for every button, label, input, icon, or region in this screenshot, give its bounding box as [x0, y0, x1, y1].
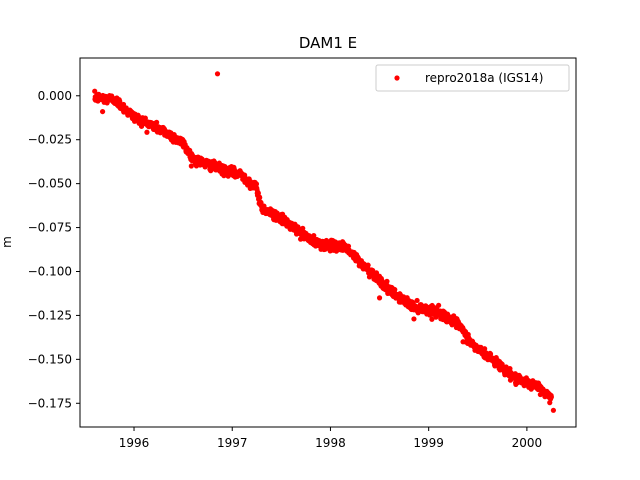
data-point [460, 339, 466, 345]
data-point [99, 108, 106, 115]
data-point [384, 278, 390, 284]
legend-marker [394, 75, 400, 81]
x-axis-ticks: 1996 1997 1998 1999 2000 [119, 427, 542, 450]
x-tick-label: 1996 [119, 436, 150, 450]
data-point [142, 115, 148, 121]
plot-frame [79, 57, 577, 428]
data-point [429, 316, 435, 322]
data-point [311, 233, 317, 239]
data-point [144, 129, 150, 135]
data-point [482, 346, 488, 352]
data-point [257, 194, 263, 201]
y-tick-label: −0.150 [28, 352, 72, 366]
x-tick-label: 1998 [315, 436, 346, 450]
data-point [214, 71, 221, 77]
data-point [550, 407, 557, 413]
y-axis-ticks: 0.000 −0.025 −0.050 −0.075 −0.100 −0.125 −0.15… [28, 89, 80, 410]
data-point [548, 394, 554, 400]
data-point [188, 163, 194, 169]
y-tick-label: 0.000 [38, 89, 72, 103]
data-points [92, 71, 557, 413]
data-point [392, 287, 398, 293]
data-point [507, 365, 513, 372]
legend-box [375, 64, 570, 92]
y-tick-label: −0.100 [28, 264, 72, 278]
legend-label: repro2018a (IGS14) [425, 71, 543, 85]
x-tick-label: 2000 [512, 436, 543, 450]
chart-title: DAM1 E [299, 34, 357, 52]
y-tick-label: −0.175 [28, 396, 72, 410]
data-point [376, 295, 383, 301]
y-tick-label: −0.025 [28, 133, 72, 147]
data-point [365, 262, 371, 268]
y-tick-label: −0.125 [28, 308, 72, 322]
legend: repro2018a (IGS14) [375, 64, 570, 92]
data-point [487, 351, 494, 357]
data-point [436, 302, 442, 308]
data-point [300, 225, 306, 231]
y-tick-label: −0.075 [28, 221, 72, 235]
data-point [414, 297, 420, 304]
y-tick-label: −0.050 [28, 177, 72, 191]
data-point [411, 316, 417, 322]
data-point [253, 181, 260, 187]
x-tick-label: 1997 [217, 436, 248, 450]
data-point [154, 119, 160, 125]
y-axis-label: m [0, 236, 14, 248]
x-tick-label: 1999 [413, 436, 444, 450]
